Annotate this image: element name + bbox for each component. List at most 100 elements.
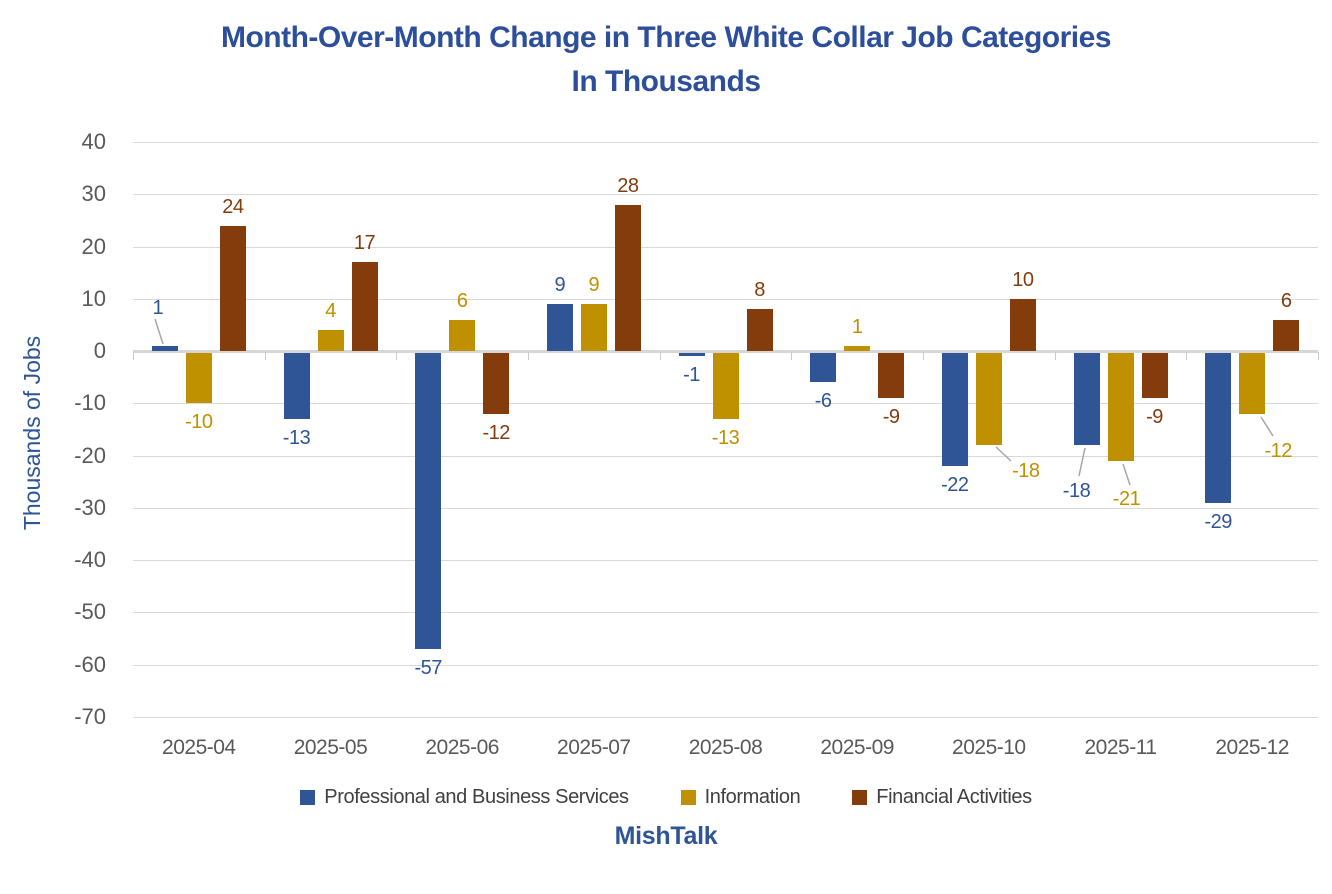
bar-financial-activities-2025-09	[878, 352, 905, 399]
bar-value-label: -9	[882, 406, 900, 429]
x-category-label-2025-11: 2025-11	[1084, 736, 1157, 759]
x-category-label-2025-04: 2025-04	[162, 736, 236, 759]
bar-financial-activities-2025-11	[1141, 352, 1168, 399]
legend-label: Information	[704, 786, 801, 808]
bar-information-2025-08	[712, 352, 739, 420]
bar-professional-and-business-services-2025-05	[283, 352, 310, 420]
x-axis-tick	[1186, 352, 1188, 361]
x-axis-tick	[264, 352, 266, 361]
bar-financial-activities-2025-12	[1273, 319, 1300, 352]
bar-value-label: -13	[282, 427, 311, 450]
bar-professional-and-business-services-2025-10	[941, 352, 968, 467]
bar-financial-activities-2025-10	[1009, 298, 1036, 352]
chart-legend: Professional and Business Services Inform…	[0, 786, 1332, 809]
bar-professional-and-business-services-2025-07	[546, 304, 573, 352]
bar-value-label: 28	[617, 174, 639, 197]
bar-value-label: -18	[1012, 460, 1040, 483]
bar-value-label: 6	[456, 289, 468, 312]
bar-value-label: -13	[711, 427, 740, 450]
bar-information-2025-10	[975, 352, 1002, 446]
gridline-40	[133, 142, 1318, 143]
bar-professional-and-business-services-2025-09	[810, 352, 837, 383]
source-label: MishTalk	[614, 822, 718, 850]
bar-value-label: -6	[814, 390, 832, 413]
bar-value-label: 1	[851, 315, 863, 338]
x-category-label-2025-05: 2025-05	[293, 736, 368, 759]
y-tick-label-20: 20	[81, 233, 106, 259]
x-category-label-2025-12: 2025-12	[1215, 736, 1289, 759]
bar-value-label: 9	[554, 274, 566, 297]
gridline--60	[133, 664, 1318, 666]
gridline--70	[133, 717, 1318, 718]
bar-professional-and-business-services-2025-04	[151, 345, 178, 352]
y-tick-label--30: -30	[74, 494, 106, 520]
bar-value-label: 8	[754, 279, 765, 302]
bar-professional-and-business-services-2025-08	[678, 352, 705, 357]
zero-axis-line	[133, 349, 1318, 353]
bar-professional-and-business-services-2025-11	[1073, 352, 1100, 446]
chart-title: Month-Over-Month Change in Three White C…	[0, 16, 1332, 104]
gridline-30	[133, 194, 1318, 196]
x-category-label-2025-10: 2025-10	[952, 736, 1026, 759]
bar-value-label: -21	[1112, 487, 1141, 510]
bar-value-label: 17	[353, 232, 376, 255]
bar-value-label: 1	[152, 296, 164, 319]
label-leader-line	[154, 318, 164, 345]
bar-value-label: -29	[1204, 510, 1232, 533]
y-tick-label-0: 0	[93, 338, 106, 364]
label-leader-line	[1078, 447, 1086, 477]
legend-label: Professional and Business Services	[324, 786, 629, 808]
y-tick-label--60: -60	[74, 651, 106, 677]
x-category-label-2025-06: 2025-06	[425, 736, 499, 759]
bar-information-2025-09	[844, 345, 871, 352]
bar-financial-activities-2025-07	[614, 204, 641, 352]
bar-value-label: 4	[325, 300, 336, 323]
bar-value-label: 10	[1012, 268, 1034, 291]
legend-label: Financial Activities	[876, 786, 1032, 808]
bar-professional-and-business-services-2025-12	[1205, 352, 1232, 503]
legend-item-information: Information	[680, 786, 801, 809]
legend-swatch	[300, 790, 316, 805]
x-category-label-2025-08: 2025-08	[688, 736, 763, 759]
x-category-label-2025-09: 2025-09	[820, 736, 894, 759]
bar-financial-activities-2025-08	[746, 309, 773, 352]
legend-swatch	[852, 790, 868, 805]
y-tick-label--70: -70	[74, 704, 106, 729]
gridline-20	[133, 246, 1318, 248]
gridline--50	[133, 612, 1318, 614]
x-axis-tick	[1318, 352, 1319, 361]
bar-value-label: -10	[185, 411, 213, 434]
bar-value-label: 24	[222, 195, 244, 218]
legend-swatch	[680, 790, 696, 805]
legend-item-financial-activities: Financial Activities	[852, 786, 1032, 809]
y-tick-label--40: -40	[74, 547, 106, 573]
y-tick-label--10: -10	[74, 390, 106, 416]
bar-value-label: -1	[683, 364, 700, 387]
bar-information-2025-04	[185, 352, 212, 404]
x-axis-tick	[396, 352, 398, 361]
bar-value-label: -18	[1062, 480, 1091, 503]
bar-information-2025-11	[1107, 352, 1134, 461]
gridline--30	[133, 507, 1318, 509]
bar-value-label: 6	[1280, 289, 1292, 312]
x-axis-tick	[133, 352, 134, 361]
label-leader-line	[1122, 463, 1131, 486]
y-tick-label--20: -20	[74, 442, 106, 468]
bar-value-label: -9	[1146, 406, 1163, 429]
x-axis-tick	[923, 352, 924, 361]
x-axis-tick	[791, 352, 793, 361]
gridline--40	[133, 560, 1318, 562]
bar-financial-activities-2025-06	[483, 352, 510, 414]
chart-title-line2: In Thousands	[571, 65, 762, 98]
bar-financial-activities-2025-04	[219, 225, 246, 352]
gridline--20	[133, 455, 1318, 457]
x-axis-tick	[528, 352, 529, 361]
x-category-label-2025-07: 2025-07	[557, 736, 631, 759]
bar-value-label: -57	[414, 657, 442, 680]
legend-item-professional-and-business-services: Professional and Business Services	[300, 786, 629, 809]
bar-information-2025-06	[449, 319, 476, 352]
bar-information-2025-05	[317, 330, 344, 352]
chart-title-line1: Month-Over-Month Change in Three White C…	[220, 21, 1112, 54]
bar-information-2025-12	[1239, 352, 1266, 414]
